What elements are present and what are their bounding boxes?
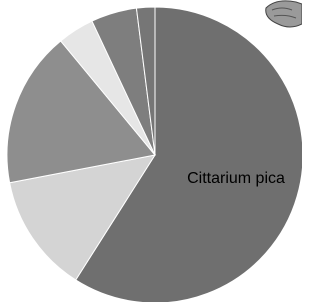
slice-label: Cittarium pica [187, 170, 285, 187]
page: {"chart_data": {"type": "pie", "categori… [0, 0, 302, 302]
shell-icon [266, 1, 302, 27]
chart: Cittarium pica [0, 0, 302, 302]
